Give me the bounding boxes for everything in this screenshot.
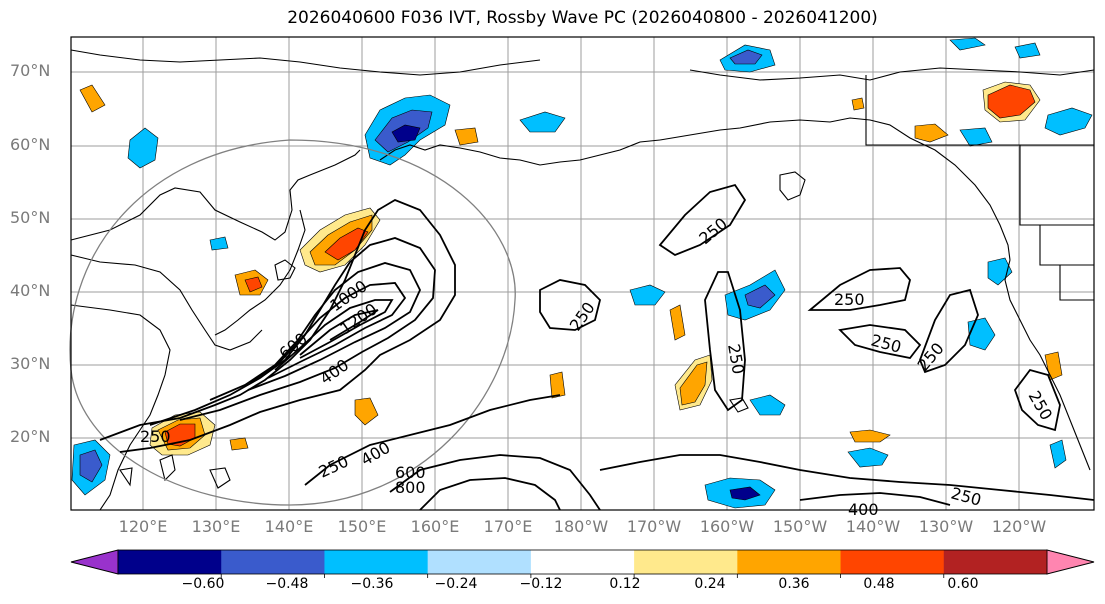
lon-label: 140°W — [845, 517, 901, 536]
negative-anomaly — [209, 236, 229, 251]
colorbar — [70, 549, 1095, 578]
positive-anomaly — [354, 397, 379, 426]
negative-anomaly — [987, 257, 1013, 286]
positive-anomaly — [79, 84, 106, 113]
colorbar-extend-right — [1046, 549, 1095, 575]
lon-label: 150°W — [772, 517, 828, 536]
negative-anomaly — [1049, 439, 1067, 469]
lon-label: 160°E — [410, 517, 460, 536]
negative-anomaly — [744, 284, 776, 309]
colorbar-tick-label: −0.48 — [265, 576, 309, 592]
positive-anomaly — [229, 437, 249, 451]
map-title: 2026040600 F036 IVT, Rossby Wave PC (202… — [287, 8, 878, 28]
positive-anomaly — [914, 123, 949, 143]
lon-label: 170°E — [483, 517, 533, 536]
negative-anomaly — [127, 127, 159, 169]
colorbar-tick-label: 0.36 — [778, 576, 810, 592]
colorbar-segment — [530, 550, 635, 574]
lon-label: 120°W — [991, 517, 1047, 536]
negative-anomaly — [729, 49, 763, 65]
positive-anomaly — [244, 276, 263, 293]
negative-anomaly — [391, 124, 421, 143]
gridlines — [71, 37, 1094, 510]
negative-anomaly — [519, 111, 566, 133]
negative-anomaly — [749, 394, 786, 416]
negative-anomaly — [79, 449, 103, 483]
lon-label: 140°E — [264, 517, 314, 536]
colorbar-tick-label: −0.36 — [350, 576, 394, 592]
negative-anomaly — [629, 284, 666, 306]
colorbar-segment — [221, 550, 325, 574]
colorbar-segment — [943, 550, 1048, 574]
negative-anomaly — [959, 127, 993, 147]
lat-label-60: 60°N — [10, 135, 51, 154]
positive-anomaly — [987, 84, 1036, 119]
colorbar-segment — [840, 550, 945, 574]
colorbar-tick-label: −0.12 — [519, 576, 563, 592]
region-circle — [69, 139, 516, 506]
positive-anomaly — [679, 361, 708, 406]
coastlines — [70, 49, 1095, 511]
lat-label-20: 20°N — [10, 427, 51, 446]
shaded-anomalies — [71, 37, 1093, 509]
negative-anomaly — [1044, 107, 1093, 136]
negative-anomaly — [1014, 42, 1041, 59]
colorbar-tick-label: 0.48 — [863, 576, 895, 592]
positive-anomaly — [851, 97, 865, 111]
lat-label-70: 70°N — [10, 61, 51, 80]
negative-anomaly — [967, 317, 996, 351]
positive-anomaly — [454, 127, 479, 146]
colorbar-segment — [118, 550, 222, 574]
colorbar-tick-label: 0.60 — [947, 576, 979, 592]
colorbar-tick-label: 0.12 — [609, 576, 641, 592]
colorbar-segment — [634, 550, 738, 574]
colorbar-tick-label: 0.24 — [694, 576, 726, 592]
negative-anomaly — [949, 37, 986, 51]
colorbar-segment — [324, 550, 429, 574]
lat-label-50: 50°N — [10, 208, 51, 227]
positive-anomaly — [849, 429, 891, 443]
positive-anomaly — [324, 227, 369, 261]
lon-label: 130°W — [918, 517, 974, 536]
lon-label: 150°E — [337, 517, 387, 536]
lon-label: 180°W — [553, 517, 609, 536]
ivt-contours — [99, 183, 1095, 511]
colorbar-tick-label: −0.24 — [434, 576, 478, 592]
lon-label: 170°W — [626, 517, 682, 536]
colorbar-tick-label: −0.60 — [181, 576, 225, 592]
colorbar-segment — [737, 550, 842, 574]
lon-label: 160°W — [699, 517, 755, 536]
lon-label: 120°E — [118, 517, 168, 536]
plot-frame — [70, 36, 1095, 511]
lat-label-30: 30°N — [10, 354, 51, 373]
positive-anomaly — [669, 304, 686, 341]
lat-label-40: 40°N — [10, 281, 51, 300]
colorbar-segment — [427, 550, 532, 574]
positive-anomaly — [549, 371, 566, 399]
negative-anomaly — [729, 486, 761, 501]
lon-label: 130°E — [191, 517, 241, 536]
colorbar-extend-left — [70, 549, 119, 575]
negative-anomaly — [847, 447, 889, 468]
colorbar-frame — [117, 549, 1048, 575]
